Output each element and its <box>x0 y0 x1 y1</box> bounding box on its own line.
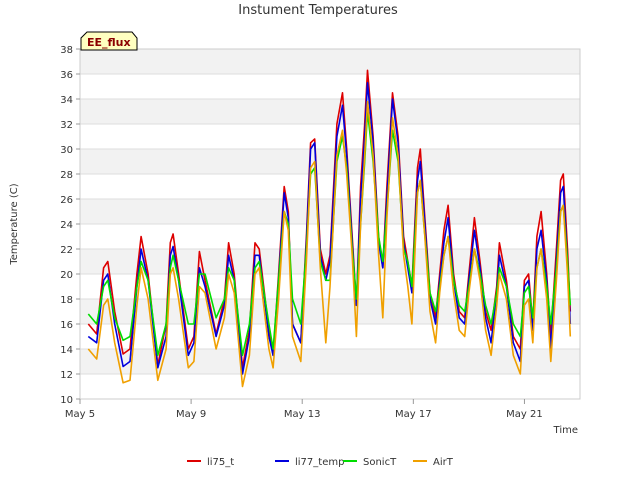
series-line-li77_temp <box>87 82 572 375</box>
x-axis: May 5 May 9 May 13 May 17 May 21 <box>65 399 543 420</box>
x-tick-label: May 5 <box>65 409 95 420</box>
grid-band <box>80 299 580 324</box>
y-tick-label: 24 <box>60 220 73 231</box>
legend-entry: SonicT <box>363 457 397 468</box>
legend-entry: AirT <box>433 457 454 468</box>
series-line-AirT <box>87 100 572 388</box>
grid-band <box>80 149 580 174</box>
annotation-label: EE_flux <box>87 36 131 49</box>
x-axis-label: Time <box>553 425 578 436</box>
y-tick-label: 28 <box>60 170 73 181</box>
annotation-box: EE_flux <box>80 31 138 51</box>
x-tick-label: May 13 <box>284 409 321 420</box>
chart-title: Instument Temperatures <box>238 3 398 18</box>
y-tick-label: 26 <box>60 195 73 206</box>
y-tick-label: 10 <box>60 395 73 406</box>
y-axis-label: Temperature (C) <box>9 183 20 265</box>
plot-background-bands <box>80 49 580 374</box>
legend: li75_t li77_temp SonicT AirT <box>187 457 454 468</box>
y-tick-label: 22 <box>60 245 73 256</box>
legend-entry: li75_t <box>207 457 234 468</box>
y-tick-label: 36 <box>60 70 73 81</box>
y-tick-label: 20 <box>60 270 73 281</box>
y-tick-label: 12 <box>60 370 73 381</box>
x-tick-label: May 17 <box>395 409 432 420</box>
grid-band <box>80 99 580 124</box>
legend-entry: li77_temp <box>295 457 344 468</box>
y-tick-label: 14 <box>60 345 73 356</box>
x-tick-label: May 9 <box>176 409 206 420</box>
y-tick-label: 16 <box>60 320 73 331</box>
y-tick-label: 34 <box>60 95 73 106</box>
y-tick-label: 32 <box>60 120 73 131</box>
series-lines <box>87 69 572 388</box>
x-tick-label: May 21 <box>506 409 543 420</box>
y-axis: 10 12 14 16 18 20 22 24 26 28 30 32 34 36 38 <box>60 45 80 406</box>
grid-band <box>80 199 580 224</box>
y-tick-label: 18 <box>60 295 73 306</box>
y-tick-label: 30 <box>60 145 73 156</box>
y-tick-label: 38 <box>60 45 73 56</box>
grid-band <box>80 49 580 74</box>
